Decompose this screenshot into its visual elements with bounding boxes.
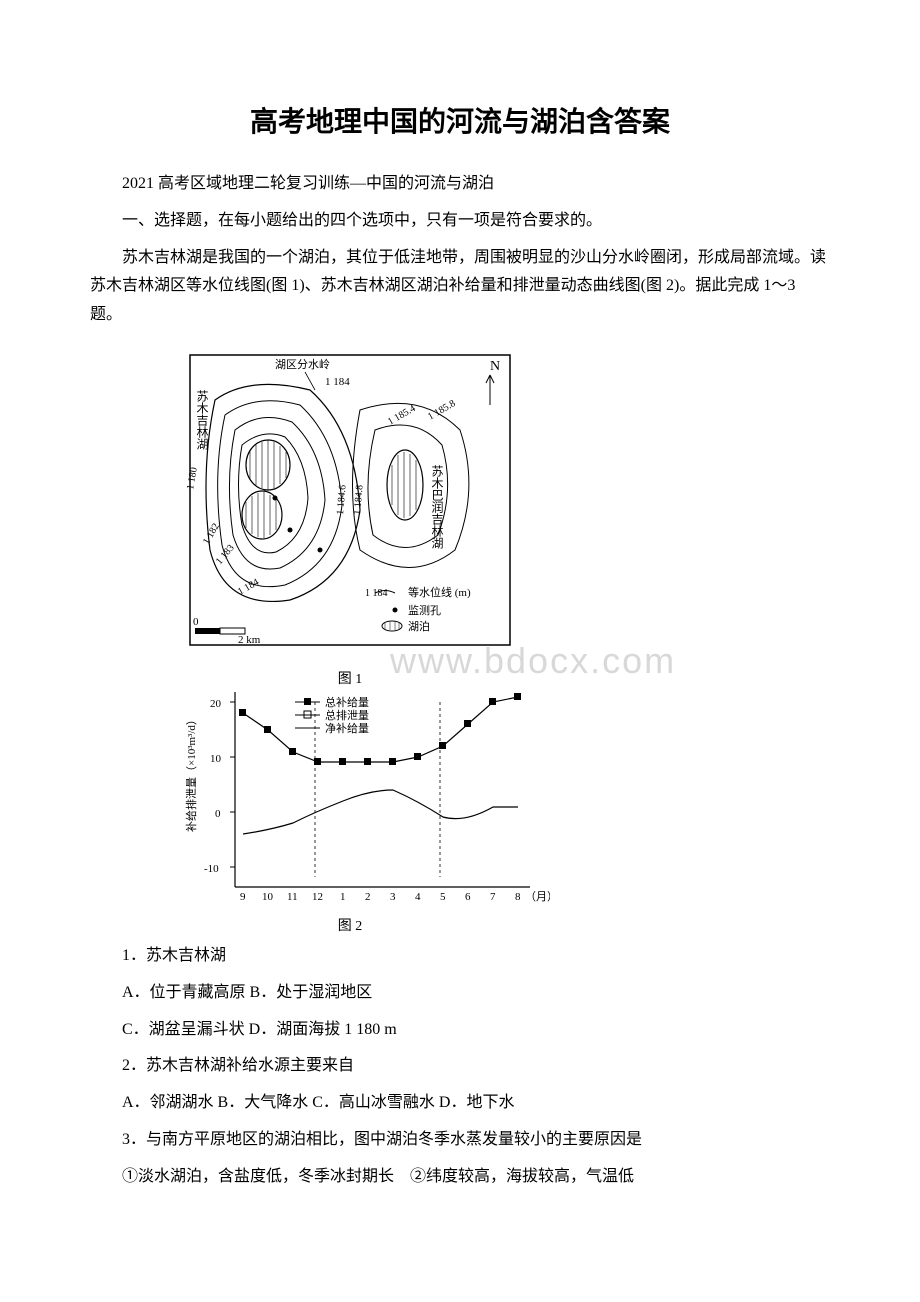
svg-text:1 184.8: 1 184.8 <box>352 484 366 515</box>
svg-text:1 184: 1 184 <box>365 588 388 599</box>
lake-left <box>242 440 290 539</box>
svg-text:9: 9 <box>240 891 246 903</box>
q2-stem: 2．苏木吉林湖补给水源主要来自 <box>90 1052 830 1081</box>
svg-text:10: 10 <box>262 891 274 903</box>
lake-right-label: 苏木巴润吉林湖 <box>430 465 444 549</box>
intro-line-1: 2021 高考区域地理二轮复习训练—中国的河流与湖泊 <box>90 170 830 199</box>
svg-text:3: 3 <box>390 891 396 903</box>
q3-stem: 3．与南方平原地区的湖泊相比，图中湖泊冬季水蒸发量较小的主要原因是 <box>90 1126 830 1155</box>
q2-options: A．邻湖湖水 B．大气降水 C．高山冰雪融水 D．地下水 <box>90 1089 830 1118</box>
lake-left-label: 苏木吉林湖 <box>195 390 209 450</box>
svg-text:2: 2 <box>365 891 371 903</box>
figures-area: N 湖区分水岭 <box>180 350 830 922</box>
svg-text:总补给量: 总补给量 <box>325 695 369 709</box>
figure-1: N 湖区分水岭 <box>180 350 520 660</box>
svg-text:0: 0 <box>215 808 221 820</box>
svg-text:12: 12 <box>312 891 323 903</box>
svg-text:1 184: 1 184 <box>236 577 261 598</box>
legend-lake: 湖泊 <box>408 620 430 633</box>
y-axis-label: 补给排泄量（×10³m³/d） <box>184 714 198 832</box>
svg-text:0: 0 <box>193 616 199 628</box>
intro-passage: 苏木吉林湖是我国的一个湖泊，其位于低洼地带，周围被明显的沙山分水岭圈闭，形成局部… <box>90 244 830 330</box>
x-axis-label: （月） <box>525 890 550 903</box>
svg-text:1 180: 1 180 <box>185 466 200 490</box>
svg-text:5: 5 <box>440 891 446 903</box>
watermark: www.bdocx.com <box>390 640 830 682</box>
svg-text:11: 11 <box>287 891 298 903</box>
svg-text:1 182: 1 182 <box>201 521 222 546</box>
svg-text:1 184.6: 1 184.6 <box>335 484 349 515</box>
svg-text:1 183: 1 183 <box>214 543 237 567</box>
svg-text:7: 7 <box>490 891 496 903</box>
legend-contour: 等水位线 (m) <box>408 585 471 599</box>
svg-text:1 184: 1 184 <box>325 376 350 388</box>
chart-legend: 总补给量 总排泄量 净补给量 <box>295 695 369 735</box>
svg-text:总排泄量: 总排泄量 <box>325 708 369 722</box>
q1-options-cd: C．湖盆呈漏斗状 D．湖面海拔 1 180 m <box>90 1016 830 1045</box>
figure-2-label: 图 2 <box>180 915 520 935</box>
svg-text:20: 20 <box>210 698 222 710</box>
intro-line-2: 一、选择题，在每小题给出的四个选项中，只有一项是符合要求的。 <box>90 207 830 236</box>
q3-options-1-2: ①淡水湖泊，含盐度低，冬季冰封期长 ②纬度较高，海拔较高，气温低 <box>90 1163 830 1192</box>
north-label: N <box>490 359 500 374</box>
q1-stem: 1．苏木吉林湖 <box>90 942 830 971</box>
svg-text:1: 1 <box>340 891 346 903</box>
svg-text:-10: -10 <box>204 863 219 875</box>
svg-text:10: 10 <box>210 753 222 765</box>
lake-right <box>387 450 423 520</box>
page-title: 高考地理中国的河流与湖泊含答案 <box>90 100 830 140</box>
svg-text:1 185.8: 1 185.8 <box>426 398 457 423</box>
svg-text:8: 8 <box>515 891 521 903</box>
legend-monitor: 监测孔 <box>408 604 441 617</box>
svg-text:2 km: 2 km <box>238 634 261 646</box>
divide-label: 湖区分水岭 <box>275 357 330 371</box>
svg-text:1 185.4: 1 185.4 <box>386 403 417 428</box>
q1-options-ab: A．位于青藏高原 B．处于湿润地区 <box>90 979 830 1008</box>
figure-2: 20 10 0 -10 9 10 11 12 1 2 3 4 5 6 7 8 <box>180 682 550 922</box>
svg-text:4: 4 <box>415 891 421 903</box>
svg-text:净补给量: 净补给量 <box>325 721 369 735</box>
svg-text:6: 6 <box>465 891 471 903</box>
